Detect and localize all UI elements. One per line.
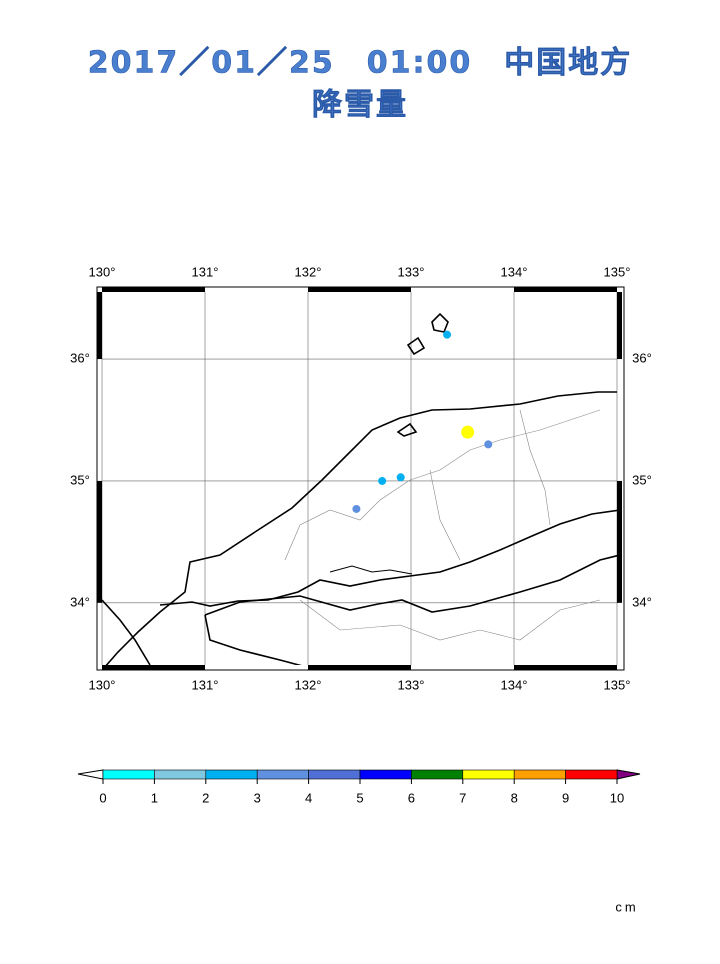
- subtitle: 降雪量: [312, 88, 408, 123]
- colorbar-bin: [513, 769, 566, 780]
- snow-point: [396, 473, 405, 482]
- frame-bar: [102, 665, 205, 670]
- y-tick-label: 36°: [632, 350, 652, 365]
- colorbar-label: 3: [254, 790, 261, 805]
- points: [352, 330, 493, 513]
- colorbar-bin: [102, 769, 155, 780]
- colorbar-label: 7: [459, 790, 466, 805]
- colorbar-bin: [205, 769, 258, 780]
- colorbar-bin: [154, 769, 207, 780]
- colorbar-label: 10: [610, 790, 624, 805]
- colorbar-label: 1: [151, 790, 158, 805]
- colorbar-label: 0: [99, 790, 106, 805]
- snow-point: [484, 440, 493, 449]
- y-tick-label: 36°: [70, 350, 90, 365]
- snow-point: [378, 476, 387, 485]
- grid: [101, 292, 618, 665]
- frame-bar: [617, 480, 622, 603]
- snow-point: [443, 330, 452, 339]
- x-tick-label: 130°: [89, 677, 116, 692]
- x-tick-label: 132°: [295, 264, 322, 279]
- colorbar-label: 5: [356, 790, 363, 805]
- colorbar-label: 9: [562, 790, 569, 805]
- snow-point: [352, 504, 361, 513]
- colorbar-bin: [359, 769, 412, 780]
- x-tick-label: 135°: [604, 264, 631, 279]
- x-tick-label: 134°: [501, 264, 528, 279]
- prefecture-borders: [284, 409, 601, 641]
- x-tick-label: 131°: [192, 264, 219, 279]
- y-tick-label: 34°: [632, 594, 652, 609]
- colorbar-label: 8: [511, 790, 518, 805]
- y-tick-label: 35°: [632, 472, 652, 487]
- frame-bar: [308, 287, 411, 292]
- colorbar-bin: [411, 769, 464, 780]
- colorbar-bin: [256, 769, 309, 780]
- colorbar-label: 4: [305, 790, 312, 805]
- x-tick-label: 133°: [398, 677, 425, 692]
- frame-bar: [617, 292, 622, 360]
- x-tick-label: 133°: [398, 264, 425, 279]
- frame-bar: [102, 287, 205, 292]
- frame-bar: [514, 665, 617, 670]
- colorbar-under: [77, 769, 104, 780]
- colorbar-bin: [462, 769, 515, 780]
- snow-point: [461, 425, 475, 439]
- coastline: [102, 312, 617, 665]
- frame-bar: [97, 480, 102, 603]
- colorbar-over: [616, 769, 641, 780]
- map-frame: [96, 286, 625, 671]
- frame-bar: [308, 665, 411, 670]
- frame-bar: [514, 287, 617, 292]
- x-tick-label: 134°: [501, 677, 528, 692]
- y-tick-label: 35°: [70, 472, 90, 487]
- x-tick-label: 130°: [89, 264, 116, 279]
- colorbar-unit: cm: [615, 899, 638, 914]
- y-tick-label: 34°: [70, 594, 90, 609]
- colorbar-bin: [308, 769, 361, 780]
- frame-bar: [97, 292, 102, 360]
- colorbar: 0 1 2 3 4 5 6 7 8 9 10 cm: [77, 769, 641, 914]
- colorbar-label: 6: [408, 790, 415, 805]
- x-tick-label: 132°: [295, 677, 322, 692]
- x-tick-label: 135°: [604, 677, 631, 692]
- colorbar-label: 2: [202, 790, 209, 805]
- title: 2017／01／25 01:00 中国地方: [88, 46, 633, 81]
- x-tick-label: 131°: [192, 677, 219, 692]
- colorbar-bin: [565, 769, 618, 780]
